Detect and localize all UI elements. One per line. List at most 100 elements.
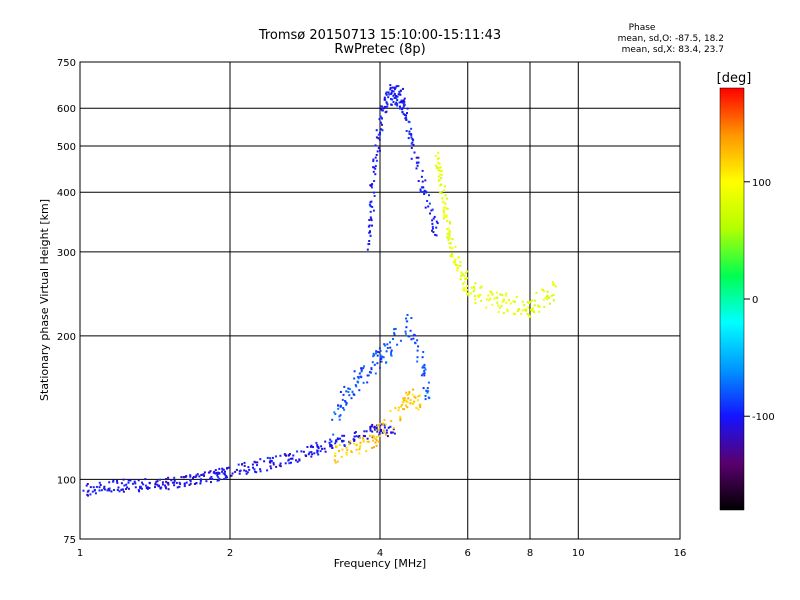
data-point bbox=[410, 157, 413, 160]
data-point bbox=[323, 447, 326, 450]
data-point bbox=[405, 130, 408, 132]
plot-grid bbox=[80, 62, 680, 539]
y-axis-label: Stationary phase Virtual Height [km] bbox=[38, 199, 51, 401]
data-points bbox=[82, 84, 557, 497]
data-point bbox=[399, 89, 402, 92]
y-axis-ticks: 75 100 200 300 400 500 600 750 bbox=[57, 58, 76, 546]
data-point bbox=[210, 475, 213, 478]
data-point bbox=[497, 304, 500, 307]
data-point bbox=[362, 439, 365, 442]
data-point bbox=[474, 282, 477, 285]
data-point bbox=[466, 270, 469, 273]
x-tick-label: 2 bbox=[227, 548, 233, 559]
data-point bbox=[339, 391, 342, 393]
data-point bbox=[385, 361, 388, 364]
data-point bbox=[549, 302, 551, 305]
data-point bbox=[176, 486, 179, 489]
data-point bbox=[406, 314, 409, 316]
data-point bbox=[427, 205, 430, 208]
data-point bbox=[453, 259, 456, 262]
data-point bbox=[381, 109, 384, 112]
data-point bbox=[378, 118, 381, 121]
data-point bbox=[488, 299, 491, 302]
data-point bbox=[421, 169, 424, 172]
data-point bbox=[129, 479, 132, 482]
data-point bbox=[399, 415, 402, 418]
data-point bbox=[359, 441, 362, 444]
data-point bbox=[358, 372, 361, 375]
data-point bbox=[357, 436, 360, 439]
data-point bbox=[434, 154, 437, 157]
data-point bbox=[226, 467, 228, 470]
data-point bbox=[368, 231, 371, 234]
data-point bbox=[360, 367, 363, 370]
data-point bbox=[437, 175, 440, 178]
data-point bbox=[541, 288, 544, 291]
data-point bbox=[133, 480, 136, 483]
data-point bbox=[373, 191, 375, 194]
data-point bbox=[459, 261, 462, 264]
data-point bbox=[368, 203, 371, 206]
data-point bbox=[389, 346, 392, 349]
data-point bbox=[140, 487, 143, 490]
data-point bbox=[269, 461, 272, 464]
data-point bbox=[424, 368, 427, 371]
data-point bbox=[366, 381, 369, 384]
data-point bbox=[194, 476, 197, 478]
x-tick-label: 10 bbox=[572, 548, 585, 559]
data-point bbox=[148, 487, 151, 489]
data-point bbox=[438, 178, 441, 181]
data-point bbox=[231, 472, 234, 475]
data-point bbox=[465, 272, 467, 275]
data-point bbox=[348, 440, 351, 443]
data-point bbox=[367, 440, 370, 443]
data-point bbox=[397, 93, 400, 96]
data-point bbox=[379, 356, 382, 359]
data-point bbox=[473, 287, 476, 290]
data-point bbox=[379, 121, 382, 124]
data-point bbox=[334, 442, 337, 445]
data-point bbox=[355, 435, 358, 438]
data-point bbox=[345, 403, 348, 406]
data-point bbox=[379, 366, 381, 369]
data-point bbox=[139, 487, 142, 489]
data-point bbox=[383, 423, 386, 426]
data-point bbox=[546, 294, 549, 297]
data-point bbox=[411, 402, 414, 405]
data-point bbox=[466, 285, 468, 287]
data-point bbox=[173, 484, 176, 487]
data-point bbox=[316, 451, 319, 454]
data-point bbox=[432, 217, 435, 220]
data-point bbox=[413, 400, 416, 403]
data-point bbox=[103, 485, 106, 488]
data-point bbox=[437, 169, 440, 172]
data-point bbox=[417, 345, 420, 348]
data-point bbox=[371, 183, 374, 186]
colorbar-ticks: 100 0 -100 bbox=[744, 178, 775, 423]
data-point bbox=[371, 447, 374, 449]
data-point bbox=[431, 229, 433, 232]
data-point bbox=[505, 292, 508, 295]
data-point bbox=[444, 194, 447, 197]
data-point bbox=[360, 370, 363, 373]
data-point bbox=[359, 444, 362, 447]
data-point bbox=[383, 418, 386, 421]
data-point bbox=[329, 438, 332, 441]
data-point bbox=[529, 315, 532, 318]
data-point bbox=[443, 217, 445, 220]
data-point bbox=[248, 468, 251, 471]
data-point bbox=[269, 457, 272, 460]
data-point bbox=[208, 471, 211, 474]
data-point bbox=[538, 305, 541, 308]
data-point bbox=[544, 296, 547, 299]
data-point bbox=[291, 457, 294, 460]
data-point bbox=[341, 440, 344, 443]
data-point bbox=[408, 132, 411, 135]
data-point bbox=[442, 190, 445, 192]
data-point bbox=[407, 137, 410, 140]
data-point bbox=[373, 354, 376, 357]
data-point bbox=[339, 437, 341, 440]
data-point bbox=[422, 387, 425, 390]
data-point bbox=[339, 404, 342, 407]
data-point bbox=[335, 439, 338, 442]
